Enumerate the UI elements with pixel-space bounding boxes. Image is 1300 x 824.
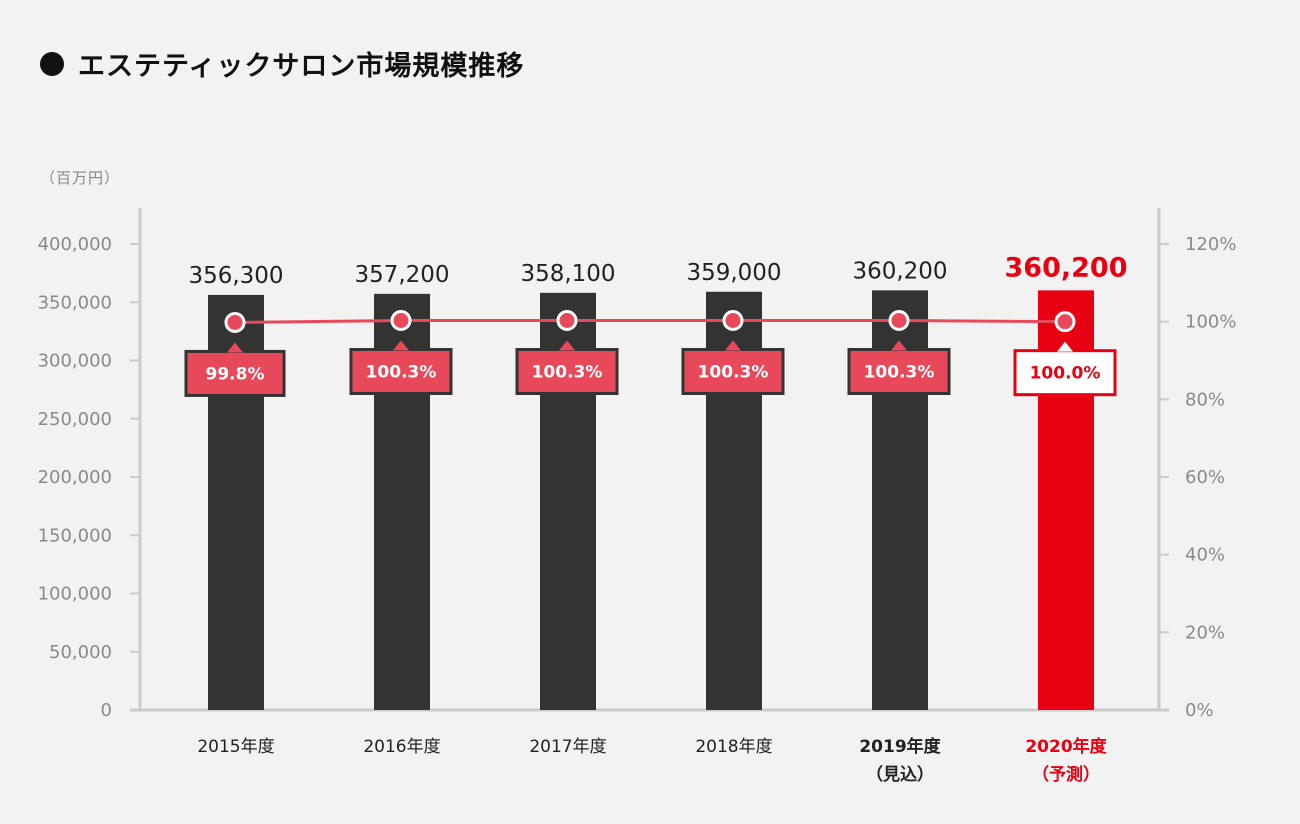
y2-tick-label: 20% (1185, 622, 1225, 643)
growth-badge (184, 349, 286, 397)
growth-point (722, 310, 744, 332)
x-category-label: 2016年度 (363, 737, 440, 757)
x-category-label: 2019年度 (859, 736, 941, 757)
growth-badge (1013, 349, 1117, 397)
x-category-label: 2017年度 (529, 737, 606, 757)
bar-value-label: 357,200 (354, 262, 449, 288)
growth-point (224, 311, 246, 333)
y2-tick-label: 120% (1185, 234, 1236, 255)
y2-tick-label: 60% (1185, 467, 1225, 488)
bullet-icon (40, 51, 64, 76)
y-tick-label: 350,000 (38, 292, 112, 313)
y2-tick-label: 0% (1185, 700, 1214, 721)
growth-badge-label: 100.3% (366, 363, 437, 383)
growth-badge (515, 348, 619, 396)
chart-title-wrap: エステティックサロン市場規模推移 (40, 44, 524, 83)
y-tick-label: 250,000 (38, 409, 112, 430)
growth-badge-label: 100.0% (1030, 364, 1101, 384)
x-category-label: 2020年度 (1025, 736, 1107, 757)
y2-tick-label: 80% (1185, 389, 1225, 410)
growth-badge-label: 100.3% (864, 363, 935, 383)
growth-badge-pointer (227, 342, 243, 353)
y-tick-label: 400,000 (38, 234, 112, 255)
growth-badge (349, 348, 453, 396)
growth-badge (681, 348, 785, 396)
y-tick-label: 0 (101, 700, 112, 721)
y2-tick-label: 100% (1185, 312, 1236, 333)
y-tick-label: 150,000 (38, 525, 112, 546)
growth-badge (847, 348, 951, 396)
x-category-label: 2015年度 (197, 737, 274, 757)
x-category-sublabel: （予測） (1032, 764, 1100, 785)
y-tick-label: 200,000 (38, 467, 112, 488)
growth-badge-label: 100.3% (698, 363, 769, 383)
y2-tick-label: 40% (1185, 545, 1225, 566)
growth-badge-pointer (725, 340, 741, 351)
growth-badge-label: 99.8% (206, 364, 265, 384)
growth-badge-pointer (891, 340, 907, 351)
bar-value-label: 356,300 (188, 263, 283, 289)
bar-value-label: 360,200 (1005, 252, 1128, 283)
growth-line (234, 319, 1066, 324)
growth-badge-pointer (1057, 341, 1073, 352)
growth-point (390, 310, 412, 332)
growth-point (1054, 311, 1076, 333)
bar-value-label: 360,200 (852, 258, 947, 284)
bar-value-label: 358,100 (520, 261, 615, 287)
growth-point (556, 310, 578, 332)
growth-badge-label: 100.3% (532, 363, 603, 383)
growth-point (888, 310, 910, 332)
y-tick-label: 50,000 (49, 642, 112, 663)
chart-title: エステティックサロン市場規模推移 (78, 51, 525, 82)
x-category-label: 2018年度 (695, 737, 772, 757)
bar-value-label: 359,000 (686, 260, 781, 286)
y-tick-label: 300,000 (38, 351, 112, 372)
y-axis-unit-label: （百万円） (40, 169, 121, 187)
x-category-sublabel: （見込） (866, 764, 934, 785)
growth-badge-pointer (559, 340, 575, 351)
growth-badge-pointer (393, 340, 409, 351)
y-tick-label: 100,000 (38, 584, 112, 605)
